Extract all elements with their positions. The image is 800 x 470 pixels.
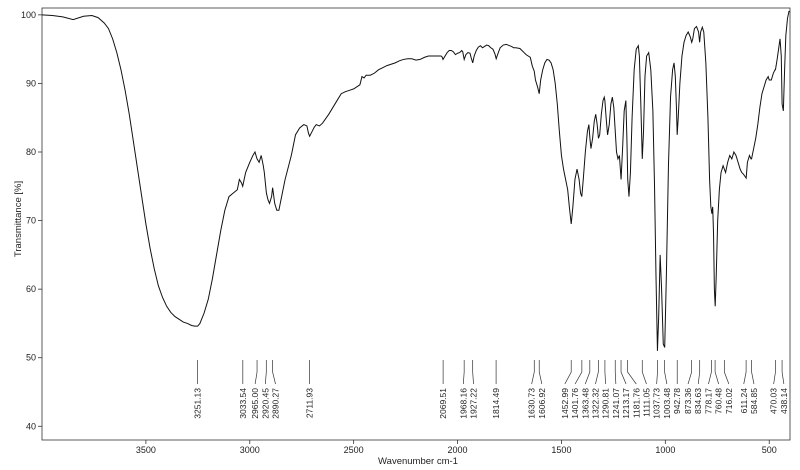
peak-label: 470.03	[769, 388, 779, 414]
x-tick-label: 1500	[551, 445, 571, 455]
peak-label: 1290.81	[601, 388, 611, 419]
y-axis: 40 50 60 70 80 90 100	[21, 10, 42, 431]
peak-leader-line	[272, 360, 276, 385]
peak-leader-line	[595, 360, 599, 385]
peak-label: 2965.00	[250, 388, 260, 419]
y-tick-label: 80	[26, 147, 36, 157]
y-tick-label: 90	[26, 78, 36, 88]
peak-label: 438.14	[779, 388, 789, 414]
x-axis: 3500 3000 2500 2000 1500 1000 500	[136, 440, 777, 455]
x-axis-title: Wavenumber cm-1	[378, 456, 458, 467]
peak-leader-line	[664, 360, 668, 385]
y-tick-label: 70	[26, 216, 36, 226]
spectrum-line	[41, 10, 790, 351]
x-tick-label: 3500	[136, 445, 156, 455]
peak-leader-line	[574, 360, 583, 385]
peak-label: 3251.13	[193, 388, 203, 419]
peak-label: 584.85	[749, 388, 759, 414]
peak-label: 611.24	[739, 388, 749, 414]
peak-labels: 3251.13 3033.54 2965.00 2920.45 2890.27 2711.…	[193, 360, 789, 419]
peak-label: 2069.51	[438, 388, 448, 419]
plot-frame	[41, 7, 791, 441]
peak-label: 1363.48	[580, 388, 590, 419]
x-tick-label: 1000	[655, 445, 675, 455]
peak-label: 834.63	[693, 388, 703, 414]
peak-leader-line	[656, 360, 658, 385]
peak-leader-line	[708, 360, 712, 385]
y-tick-label: 100	[21, 10, 36, 20]
peak-leader-line	[641, 360, 647, 385]
y-tick-label: 40	[26, 421, 36, 431]
peak-label: 1401.76	[570, 388, 580, 419]
peak-label: 1814.49	[491, 388, 501, 419]
peak-label: 942.78	[672, 388, 682, 414]
peak-leader-line	[472, 360, 474, 385]
x-tick-label: 2500	[344, 445, 364, 455]
y-axis-title: Transmittance [%]	[13, 181, 24, 257]
peak-label: 1213.17	[621, 388, 631, 419]
peak-leader-line	[773, 360, 776, 385]
peak-label: 2920.45	[260, 388, 270, 419]
peak-leader-line	[687, 360, 693, 385]
peak-leader-line	[564, 360, 572, 385]
peak-label: 1241.07	[611, 388, 621, 419]
peak-leader-line	[604, 360, 606, 385]
peak-leader-line	[697, 360, 701, 385]
peak-label: 1003.48	[662, 388, 672, 419]
peak-label: 716.02	[724, 388, 734, 414]
peak-leader-line	[264, 360, 267, 385]
peak-label: 1181.76	[631, 388, 641, 418]
peak-label: 3033.54	[238, 388, 248, 419]
peak-leader-line	[620, 360, 627, 385]
y-tick-label: 60	[26, 284, 36, 294]
x-tick-label: 500	[762, 445, 777, 455]
x-tick-label: 3000	[240, 445, 260, 455]
peak-leader-line	[781, 360, 785, 385]
peak-leader-line	[714, 360, 719, 385]
peak-label: 2890.27	[271, 388, 281, 419]
peak-label: 778.17	[703, 388, 713, 414]
peak-label: 1037.73	[652, 388, 662, 419]
y-tick-label: 50	[26, 353, 36, 363]
peak-leader-line	[627, 360, 637, 385]
peak-leader-line	[614, 360, 617, 385]
peak-label: 1322.32	[590, 388, 600, 419]
peak-leader-line	[531, 360, 535, 385]
x-tick-label: 2000	[448, 445, 468, 455]
peak-label: 873.36	[683, 388, 693, 414]
peak-leader-line	[723, 360, 730, 385]
peak-leader-line	[584, 360, 591, 385]
peak-label: 1630.73	[527, 388, 537, 419]
peak-label: 2711.93	[305, 388, 315, 418]
peak-label: 1606.92	[537, 388, 547, 419]
peak-leader-line	[751, 360, 755, 385]
peak-label: 1452.99	[560, 388, 570, 419]
peak-label: 760.48	[714, 388, 724, 414]
peak-leader-line	[462, 360, 465, 385]
peak-leader-line	[538, 360, 543, 385]
peak-leader-line	[743, 360, 747, 385]
peak-label: 1927.22	[469, 388, 479, 419]
peak-label: 1111.05	[641, 388, 651, 417]
peak-leader-line	[254, 360, 258, 385]
peak-label: 1968.16	[458, 388, 468, 419]
